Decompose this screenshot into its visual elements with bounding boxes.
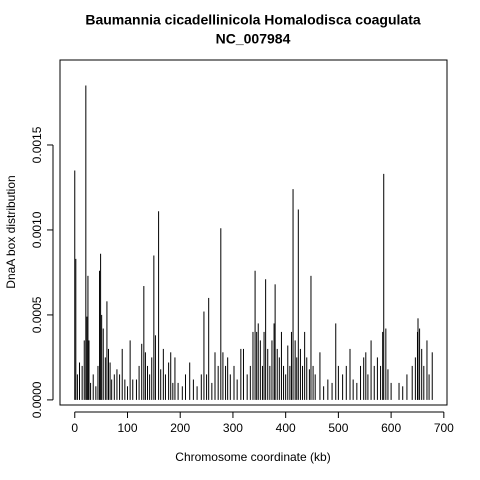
x-tick-label: 0 [71,421,78,435]
y-tick-label: 0.0005 [30,296,44,333]
y-tick-label: 0.0010 [30,211,44,248]
x-tick-label: 100 [117,421,137,435]
x-tick-label: 700 [434,421,454,435]
x-axis-label: Chromosome coordinate (kb) [175,450,330,464]
x-tick-label: 500 [328,421,348,435]
y-tick-label: 0.0000 [30,381,44,418]
plot-box [59,59,448,406]
chart-title: Baumannia cicadellinicola Homalodisca co… [85,12,421,28]
x-tick-label: 400 [276,421,296,435]
x-tick-label: 600 [381,421,401,435]
y-axis-label: DnaA box distribution [4,175,18,288]
x-tick-label: 200 [170,421,190,435]
chart-subtitle: NC_007984 [216,31,291,47]
y-tick-label: 0.0015 [30,126,44,163]
x-tick-label: 300 [223,421,243,435]
